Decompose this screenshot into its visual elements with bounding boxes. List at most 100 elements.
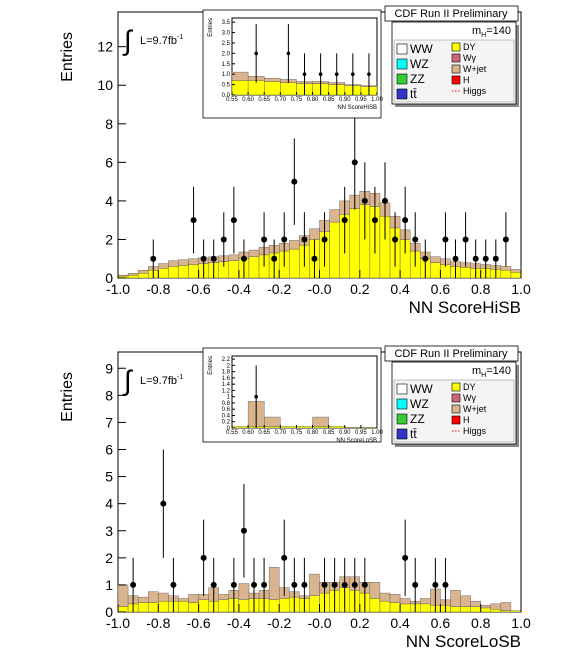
histogram-bar: [328, 426, 345, 429]
data-point: [422, 255, 429, 262]
title-box: [384, 5, 519, 22]
legend-swatch: [396, 398, 408, 410]
data-point: [261, 581, 268, 588]
mass-value: =140: [486, 365, 511, 377]
histogram-bar: [296, 426, 313, 429]
histogram-bar: [248, 249, 260, 257]
legend-swatch: [451, 53, 461, 63]
data-point: [240, 527, 247, 534]
histogram-bar: [158, 263, 169, 269]
legend-swatch: [396, 73, 408, 85]
x-tick-label: -0.6: [187, 281, 211, 297]
histogram-bar: [188, 602, 199, 613]
data-point: [200, 554, 207, 561]
histogram-bar: [349, 208, 361, 279]
histogram-bar: [137, 272, 149, 279]
luminosity: L=9.7fb-1: [140, 34, 183, 47]
data-point: [442, 581, 449, 588]
legend-swatch: [396, 413, 408, 425]
histogram-bar: [490, 609, 502, 613]
histogram-bar: [127, 274, 139, 279]
histogram-bar: [480, 607, 491, 613]
data-point: [301, 236, 308, 243]
legend-swatch: [451, 42, 461, 52]
legend-swatch: [451, 382, 461, 392]
y-tick-label: 0.8: [222, 401, 231, 407]
y-tick-label: 8: [105, 116, 113, 132]
chart-title: CDF Run II Preliminary: [394, 8, 508, 20]
data-point: [402, 217, 409, 224]
y-tick-label: 0: [105, 604, 113, 620]
histogram-bar: [168, 260, 179, 267]
histogram-bar: [264, 81, 281, 96]
histogram-bar: [450, 606, 461, 613]
y-tick-label: 0.0: [222, 93, 231, 99]
histogram-bar: [137, 270, 149, 274]
data-point: [412, 581, 419, 588]
histogram-bar: [178, 265, 189, 279]
legend-label: ZZ: [410, 412, 425, 426]
legend-label: WW: [410, 42, 433, 56]
data-point: [351, 159, 358, 166]
x-tick-label: 0.80: [307, 430, 319, 436]
histogram-bar: [117, 274, 129, 277]
integral-sign: ∫: [122, 365, 134, 396]
integral-sign: ∫: [122, 25, 134, 56]
x-tick-label: -0.2: [267, 281, 291, 297]
legend-label: Wγ: [463, 53, 476, 63]
data-point: [160, 500, 167, 507]
y-axis-label: Entries: [208, 356, 214, 375]
histogram-bar: [500, 266, 512, 271]
histogram-bar: [312, 416, 329, 427]
mass-subscript: H: [481, 372, 486, 379]
legend-swatch: [451, 64, 461, 74]
histogram-bar: [168, 266, 179, 279]
histogram-bar: [231, 80, 249, 96]
histogram-bar: [430, 262, 441, 279]
luminosity-value: L=9.7fb: [140, 375, 177, 387]
data-point: [291, 581, 298, 588]
histogram-bar: [420, 598, 431, 605]
x-tick-label: 0.90: [339, 430, 351, 436]
legend-swatch: [396, 88, 408, 100]
data-point: [301, 581, 308, 588]
histogram-bar: [228, 254, 240, 261]
data-point: [442, 236, 449, 243]
x-tick-label: 0.6: [431, 615, 451, 631]
y-tick-label: 1.6: [222, 376, 231, 382]
histogram-bar: [369, 582, 381, 599]
data-point: [367, 72, 371, 76]
legend-swatch: [451, 404, 461, 414]
legend-label: WZ: [410, 397, 429, 411]
x-tick-label: 0.65: [258, 430, 270, 436]
legend-label: Higgs: [463, 426, 487, 436]
histogram-bar: [379, 592, 391, 602]
data-point: [472, 255, 479, 262]
mass-label: mH=140: [472, 365, 511, 379]
x-tick-label: 0.90: [339, 97, 351, 103]
legend-label: DY: [463, 382, 476, 392]
histogram-bar: [264, 78, 281, 82]
x-tick-label: 0.70: [274, 97, 286, 103]
legend-label: Wγ: [463, 393, 476, 403]
y-tick-label: 0: [227, 426, 231, 432]
data-point: [318, 72, 323, 76]
x-tick-label: 0.95: [355, 97, 367, 103]
data-point: [254, 51, 258, 56]
data-point: [271, 255, 278, 262]
data-point: [286, 51, 291, 56]
x-axis-label: NN ScoreHiSB: [337, 105, 377, 111]
data-point: [331, 581, 338, 588]
histogram-bar: [280, 82, 297, 96]
data-point: [230, 581, 237, 588]
x-tick-label: 0.85: [323, 97, 335, 103]
data-point: [254, 394, 258, 399]
y-tick-label: 4: [105, 193, 113, 209]
data-point: [502, 236, 509, 243]
luminosity-value: L=9.7fb: [140, 35, 177, 47]
data-point: [341, 581, 348, 588]
data-point: [281, 236, 288, 243]
y-tick-label: 2.5: [222, 41, 231, 47]
data-point: [462, 236, 469, 243]
